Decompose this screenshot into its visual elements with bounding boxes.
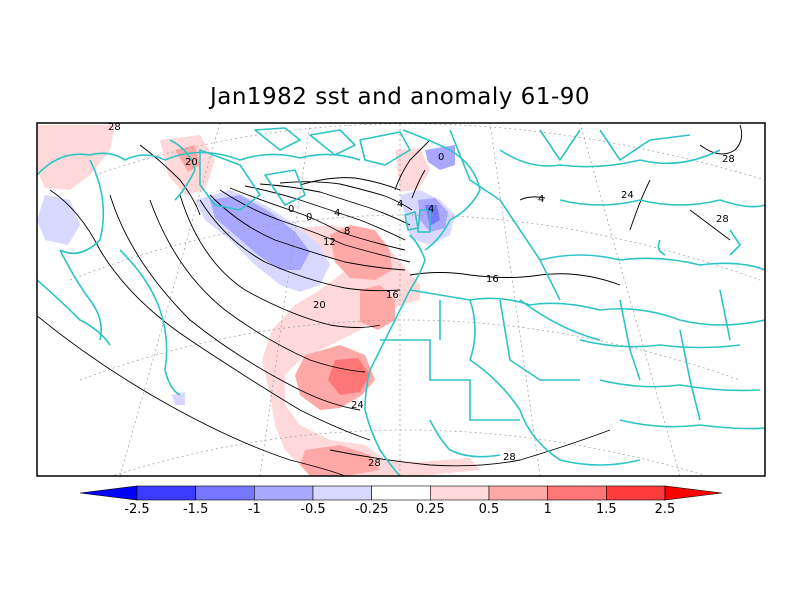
contour-label: 4 (397, 199, 403, 210)
colorbar-group: -2.5 -1.5 -1 -0.5 -0.25 0.25 0.5 1 1.5 2.5 (79, 485, 723, 517)
contour-label: 20 (185, 157, 198, 168)
contour-label: 12 (323, 237, 336, 248)
contour-label: 24 (621, 190, 634, 201)
contour-label: 24 (351, 400, 364, 411)
coastlines (37, 127, 765, 476)
colorbar-segment (136, 485, 196, 501)
colorbar-segment (79, 485, 138, 501)
contour-label: 28 (716, 214, 729, 225)
negative-anomaly-fill (37, 145, 455, 405)
contour-label-group: 20 28 0 0 4 4 8 12 16 16 20 24 24 28 28 … (108, 122, 735, 469)
contour-label: 20 (313, 300, 326, 311)
contour-label: 28 (108, 122, 121, 133)
contour-label: 4 (334, 208, 340, 219)
contour-label: 8 (344, 226, 350, 237)
colorbar-segment (547, 485, 607, 501)
colorbar-label: 1.5 (596, 502, 617, 517)
colorbar-label: -2.5 (124, 502, 149, 517)
colorbar-segment (312, 485, 372, 501)
contour-label: 0 (306, 212, 312, 223)
colorbar-segment (371, 485, 431, 501)
colorbar-segment (664, 485, 723, 501)
colorbar-label: -1 (248, 502, 261, 517)
colorbar-label: 0.25 (416, 502, 445, 517)
colorbar-segment (195, 485, 255, 501)
contour-label: 28 (503, 452, 516, 463)
positive-anomaly-fill (37, 125, 480, 476)
colorbar-segment (488, 485, 548, 501)
contour-label: 16 (486, 274, 499, 285)
colorbar-label: -0.5 (300, 502, 325, 517)
colorbar-label: 2.5 (655, 502, 676, 517)
colorbar-label: 1 (544, 502, 552, 517)
colorbar-label: 0.5 (479, 502, 500, 517)
map-title: Jan1982 sst and anomaly 61-90 (209, 84, 591, 110)
colorbar-segment (430, 485, 490, 501)
contour-label: 28 (368, 458, 381, 469)
contour-label: 0 (288, 204, 294, 215)
colorbar-segment (254, 485, 314, 501)
contour-label: 16 (386, 290, 399, 301)
map-content: 20 28 0 0 4 4 8 12 16 16 20 24 24 28 28 … (37, 122, 765, 476)
contour-label: 4 (428, 204, 434, 215)
colorbar-label: -1.5 (183, 502, 208, 517)
colorbar-label: -0.25 (355, 502, 389, 517)
map-frame (36, 122, 766, 477)
contour-label: 28 (722, 154, 735, 165)
sst-contours (37, 124, 743, 476)
colorbar-segment (606, 485, 666, 501)
contour-label: 0 (438, 152, 444, 163)
contour-label: 4 (538, 194, 544, 205)
